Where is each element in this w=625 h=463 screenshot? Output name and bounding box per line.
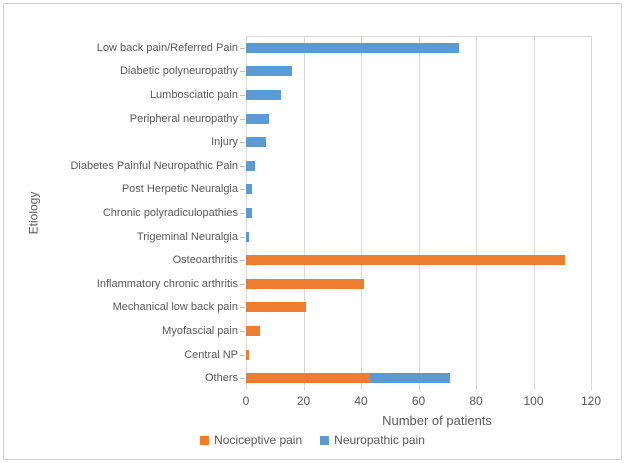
bar-segment <box>246 326 261 336</box>
category-label: Central NP <box>184 348 238 361</box>
category-label: Post Herpetic Neuralgia <box>121 183 238 196</box>
category-tick-mark <box>240 48 245 49</box>
bar-segment <box>246 232 249 242</box>
gridline-x-40 <box>361 36 362 390</box>
category-label: Low back pain/Referred Pain <box>96 41 238 54</box>
gridline-x-120 <box>591 36 592 390</box>
legend-item-0: Nociceptive pain <box>200 433 302 447</box>
category-label: Diabetes Painful Neuropathic Pain <box>70 159 238 172</box>
category-tick-mark <box>240 119 245 120</box>
bar-segment <box>246 279 364 289</box>
category-tick-mark <box>240 213 245 214</box>
bar-segment <box>246 66 292 76</box>
bar-segment <box>246 114 269 124</box>
category-tick-mark <box>240 355 245 356</box>
bar-segment <box>246 208 252 218</box>
category-tick-mark <box>240 284 245 285</box>
legend-item-1: Neuropathic pain <box>320 433 425 447</box>
category-label: Peripheral neuropathy <box>129 112 238 125</box>
category-tick-mark <box>240 260 245 261</box>
x-tick-label-40: 40 <box>354 394 368 408</box>
x-tick-label-120: 120 <box>580 394 602 408</box>
bar-segment <box>246 302 307 312</box>
bar-segment <box>246 90 281 100</box>
legend-swatch-1 <box>320 435 330 445</box>
bar-segment <box>246 255 566 265</box>
gridline-x-20 <box>304 36 305 390</box>
x-tick-label-0: 0 <box>242 394 250 408</box>
plot-top-border <box>246 36 591 37</box>
bar-segment <box>246 373 370 383</box>
category-label: Mechanical low back pain <box>112 301 238 314</box>
bar-segment <box>369 373 451 383</box>
gridline-x-80 <box>476 36 477 390</box>
bar-segment <box>246 43 459 53</box>
category-tick-mark <box>240 307 245 308</box>
category-label: Inflammatory chronic arthritis <box>96 277 238 290</box>
legend: Nociceptive pain Neuropathic pain <box>0 433 625 447</box>
x-tick-label-80: 80 <box>469 394 483 408</box>
x-tick-label-100: 100 <box>523 394 544 408</box>
bar-segment <box>246 161 255 171</box>
legend-label-1: Neuropathic pain <box>334 433 425 447</box>
category-label: Myofascial pain <box>162 324 238 337</box>
category-tick-mark <box>240 166 245 167</box>
category-tick-mark <box>240 71 245 72</box>
category-label: Lumbosciatic pain <box>149 88 238 101</box>
bar-segment <box>246 137 267 147</box>
legend-swatch-0 <box>200 435 210 445</box>
bar-segment <box>246 350 249 360</box>
category-axis-labels: Low back pain/Referred Pain Diabetic poly… <box>0 36 238 390</box>
category-tick-mark <box>240 331 245 332</box>
category-tick-mark <box>240 378 245 379</box>
category-tick-mark <box>240 95 245 96</box>
category-label: Others <box>204 372 238 385</box>
gridline-x-60 <box>419 36 420 390</box>
category-label: Trigeminal Neuralgia <box>136 230 238 243</box>
bar-segment <box>246 184 252 194</box>
x-tick-label-60: 60 <box>411 394 426 408</box>
category-tick-mark <box>240 237 245 238</box>
x-axis-title: Number of patients <box>382 413 492 428</box>
category-label: Diabetic polyneuropathy <box>119 65 238 78</box>
x-tick-label-20: 20 <box>296 394 311 408</box>
plot-area <box>240 36 592 390</box>
legend-label-0: Nociceptive pain <box>214 433 303 447</box>
category-label: Injury <box>211 136 238 149</box>
category-tick-mark <box>240 189 245 190</box>
category-tick-mark <box>240 142 245 143</box>
gridline-x-100 <box>534 36 535 390</box>
category-label: Osteoarthritis <box>172 254 238 267</box>
category-label: Chronic polyradiculopathies <box>102 206 238 219</box>
